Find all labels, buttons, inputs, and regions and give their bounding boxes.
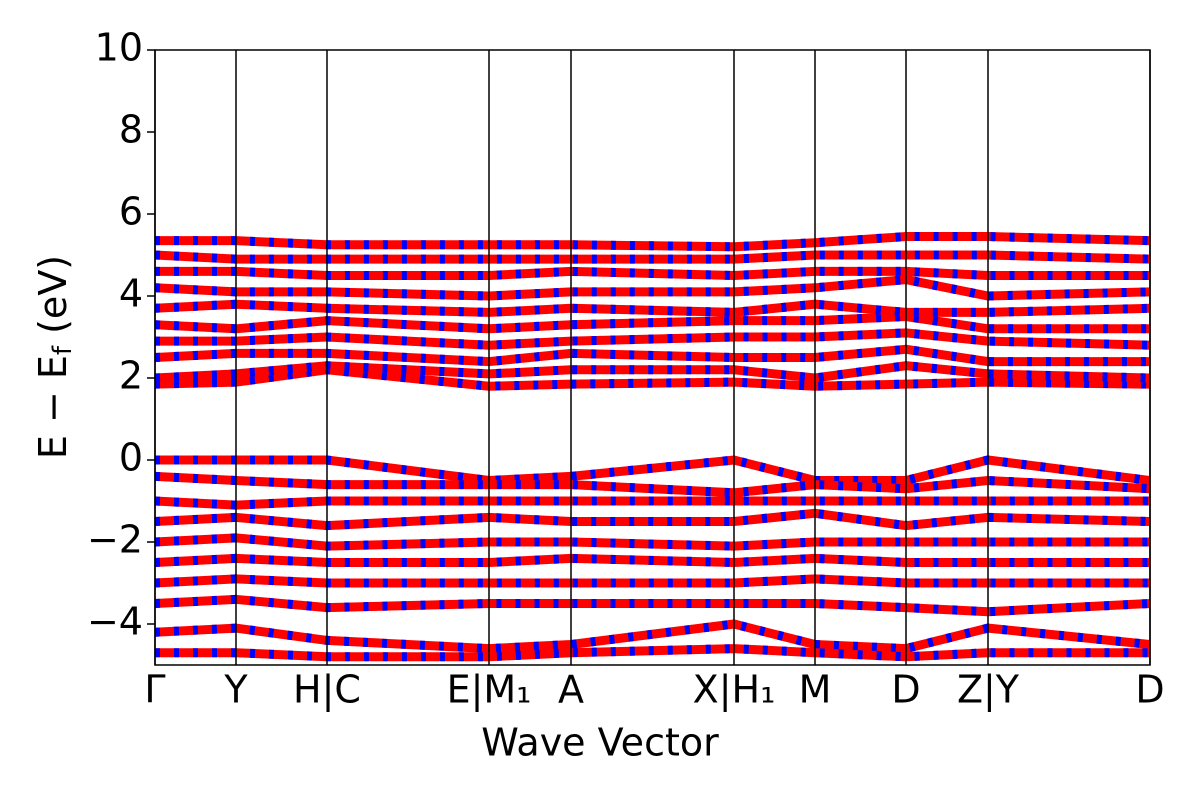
band-stripe	[155, 299, 1150, 317]
band-stripe	[155, 496, 1150, 510]
y-tick-label: −2	[87, 518, 143, 562]
y-axis-label-sub: f	[48, 345, 78, 355]
x-tick-label: Y	[223, 668, 248, 712]
y-tick-label: 4	[119, 272, 143, 316]
y-tick-label: 10	[95, 26, 143, 70]
band-stripe	[155, 266, 1150, 281]
band-stripe	[155, 471, 1150, 498]
x-axis-label: Wave Vector	[481, 721, 719, 765]
y-tick-label: 6	[119, 190, 143, 234]
x-tick-label: X|H₁	[693, 668, 776, 713]
x-tick-label: D	[1135, 668, 1164, 712]
band-stripe	[155, 553, 1150, 568]
x-tick-label: Z|Y	[957, 668, 1020, 713]
x-tick-label: H|C	[293, 668, 361, 713]
y-axis-label-unit: (eV)	[31, 255, 75, 346]
band	[155, 365, 1150, 391]
band-stripe	[155, 455, 1150, 486]
bands	[155, 232, 1150, 662]
band-stripe	[155, 619, 1150, 654]
band-stripe	[155, 508, 1150, 531]
band-stripe	[155, 311, 1150, 334]
band-stripe	[155, 275, 1150, 301]
y-tick-label: 0	[119, 436, 143, 480]
x-tick-label: A	[558, 668, 584, 712]
y-tick-label: 2	[119, 354, 143, 398]
y-axis-label-main: E − E	[31, 355, 75, 459]
y-axis-label: E − Ef (eV)	[31, 255, 78, 459]
band-stripe	[155, 574, 1150, 588]
y-tick-label: 8	[119, 108, 143, 152]
band-stripe	[155, 644, 1150, 662]
x-tick-label: Γ	[144, 668, 165, 712]
band	[155, 619, 1150, 654]
x-tick-label: M	[799, 668, 832, 712]
band-stripe	[155, 328, 1150, 350]
band-stripe	[155, 594, 1150, 617]
x-tick-label: E|M₁	[447, 668, 532, 713]
band-stripe	[155, 250, 1150, 264]
band-stripe	[155, 344, 1150, 367]
y-tick-label: −4	[87, 600, 143, 644]
x-tick-label: D	[891, 668, 920, 712]
band-stripe	[155, 232, 1150, 252]
band-stripe	[155, 533, 1150, 551]
band-stripe	[155, 361, 1150, 383]
